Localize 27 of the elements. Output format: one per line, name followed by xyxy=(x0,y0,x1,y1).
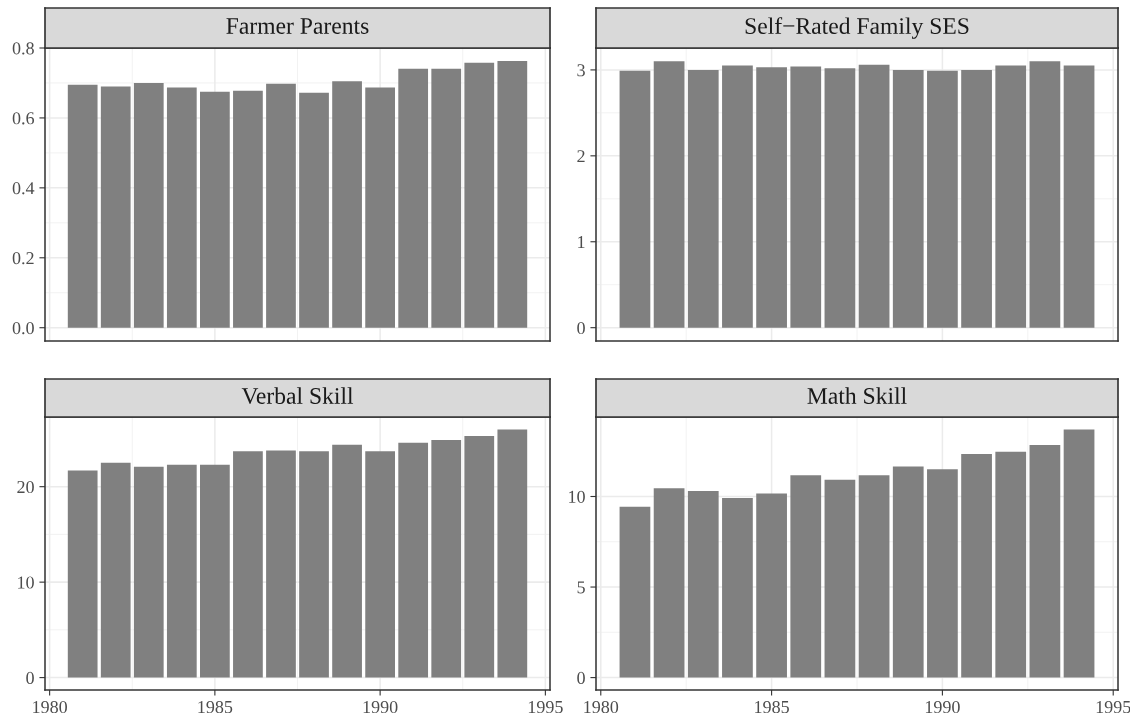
x-tick-label: 1980 xyxy=(33,700,67,714)
chart-title: Self−Rated Family SES xyxy=(745,17,969,39)
y-tick-label: 1 xyxy=(578,236,585,249)
x-tick-label: 1985 xyxy=(755,700,789,714)
chart-title: Farmer Parents xyxy=(226,18,369,34)
y-tick-label: 0.6 xyxy=(12,112,35,125)
y-tick-label: 2 xyxy=(577,150,585,163)
y-tick-label: 0 xyxy=(577,321,585,335)
y-tick-label: 0.8 xyxy=(12,42,34,55)
y-tick-label: 0.0 xyxy=(12,321,34,335)
chart-title: Math Skill xyxy=(807,387,907,404)
y-tick-label: 3 xyxy=(577,64,585,77)
chart-title: Verbal Skill xyxy=(241,387,354,405)
y-tick-label: 0 xyxy=(26,671,34,685)
y-tick-label: 10 xyxy=(569,490,585,503)
x-tick-label: 1990 xyxy=(925,700,960,714)
y-tick-label: 0.4 xyxy=(12,182,35,195)
y-tick-label: 0.2 xyxy=(12,252,34,265)
x-tick-label: 1980 xyxy=(584,700,619,714)
x-tick-label: 1990 xyxy=(363,700,398,714)
y-tick-label: 10 xyxy=(18,576,34,589)
x-tick-label: 1985 xyxy=(198,700,233,714)
y-tick-label: 5 xyxy=(577,581,585,594)
y-tick-label: 20 xyxy=(17,480,34,494)
x-tick-label: 1995 xyxy=(528,700,563,714)
y-tick-label: 0 xyxy=(577,671,585,685)
x-tick-label: 1995 xyxy=(1096,700,1130,714)
